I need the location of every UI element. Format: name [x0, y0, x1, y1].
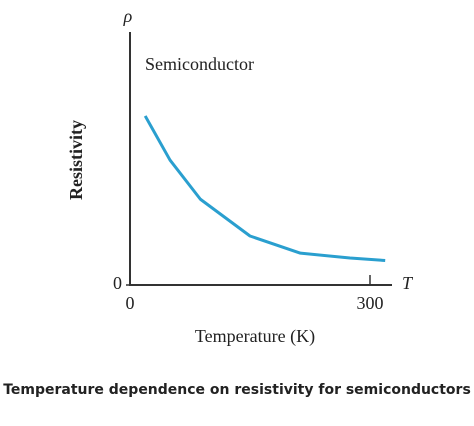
x-tick-label: 300 [357, 293, 384, 313]
line [143, 115, 386, 262]
x-tick-label: 0 [126, 293, 135, 313]
x-axis-label: Temperature (K) [195, 326, 315, 347]
annotation: Semiconductor [145, 54, 254, 74]
x-axis-symbol: T [402, 273, 414, 293]
caption: Temperature dependence on resistivity fo… [3, 382, 471, 398]
y-axis-label: Resistivity [66, 120, 86, 200]
y-axis-symbol: ρ [123, 6, 133, 26]
y-tick-label: 0 [113, 273, 122, 293]
